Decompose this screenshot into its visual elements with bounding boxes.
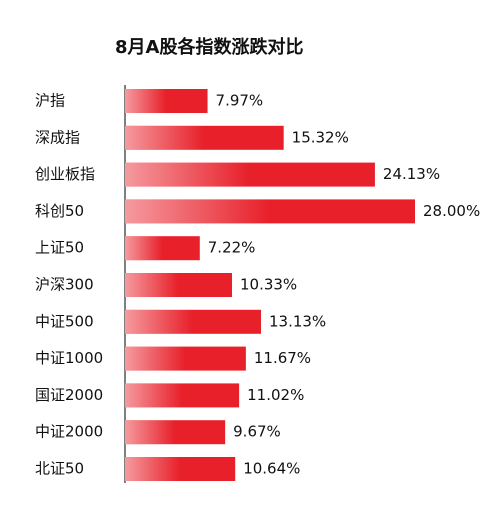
category-label: 中证500: [35, 312, 94, 330]
category-label: 沪深300: [35, 276, 94, 294]
value-label: 11.67%: [254, 349, 311, 367]
value-label: 24.13%: [383, 165, 440, 183]
bar-highlight: [125, 199, 415, 224]
value-label: 9.67%: [233, 423, 281, 441]
chart-title: 8月A股各指数涨跌对比: [115, 36, 303, 58]
value-label: 10.33%: [240, 276, 297, 294]
category-label: 国证2000: [35, 386, 103, 404]
bar-highlight: [125, 383, 240, 408]
bar-highlight: [125, 236, 200, 261]
value-label: 15.32%: [292, 128, 349, 146]
value-label: 11.02%: [247, 386, 304, 404]
value-label: 10.64%: [243, 460, 300, 478]
category-label: 科创50: [35, 202, 84, 220]
value-label: 28.00%: [423, 202, 480, 220]
bar-highlight: [125, 162, 375, 187]
value-label: 7.97%: [216, 92, 264, 110]
category-label: 上证50: [35, 239, 84, 257]
bar-highlight: [125, 457, 236, 481]
category-label: 中证1000: [35, 349, 103, 367]
bar-highlight: [125, 273, 232, 297]
bar-highlight: [125, 309, 261, 334]
category-label: 沪指: [35, 92, 65, 110]
category-label: 创业板指: [35, 165, 95, 183]
value-label: 13.13%: [269, 312, 326, 330]
bar-highlight: [125, 420, 226, 445]
category-label: 北证50: [35, 460, 84, 478]
bar-highlight: [125, 125, 284, 150]
value-label: 7.22%: [208, 239, 256, 257]
bar-highlight: [125, 346, 246, 371]
bar-highlight: [125, 89, 208, 113]
category-label: 中证2000: [35, 423, 103, 441]
category-label: 深成指: [35, 128, 80, 146]
